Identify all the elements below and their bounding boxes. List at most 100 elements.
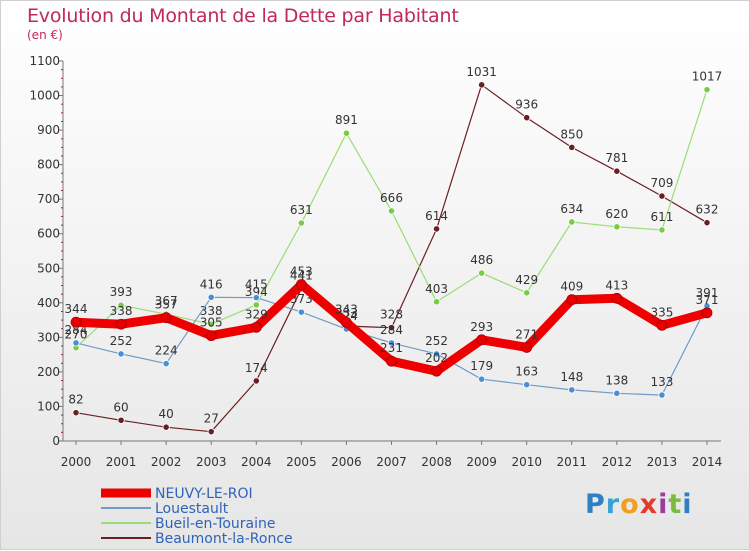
data-label: 179 [470, 359, 493, 373]
data-label: 409 [560, 280, 583, 294]
data-label: 224 [155, 344, 178, 358]
data-point [658, 226, 666, 234]
data-label: 1017 [692, 70, 723, 84]
data-point [70, 316, 82, 328]
data-label: 371 [696, 293, 719, 307]
data-label: 335 [650, 305, 673, 319]
data-label: 429 [515, 273, 538, 287]
x-tick-label: 2005 [286, 455, 317, 469]
data-point [162, 360, 170, 368]
legend-label: Beaumont-la-Ronce [155, 531, 293, 547]
data-label: 631 [290, 203, 313, 217]
data-label: 202 [425, 351, 448, 365]
x-tick-label: 2008 [421, 455, 452, 469]
data-point [295, 279, 307, 290]
y-tick-label: 300 [37, 330, 60, 344]
data-point [478, 81, 486, 89]
data-point [703, 219, 711, 227]
data-label: 344 [65, 302, 88, 316]
x-tick-label: 2012 [602, 455, 633, 469]
data-point [250, 321, 262, 333]
y-tick-label: 700 [37, 192, 60, 206]
y-tick-label: 1000 [29, 89, 60, 103]
data-point [613, 167, 621, 175]
legend-label: Louestault [155, 501, 229, 517]
data-label: 174 [245, 361, 268, 375]
data-point [342, 129, 351, 137]
data-label: 357 [155, 298, 178, 312]
data-label: 486 [470, 253, 493, 267]
x-tick-label: 2007 [376, 455, 407, 469]
data-label: 343 [335, 303, 358, 317]
data-point [613, 223, 621, 231]
data-point [568, 143, 576, 151]
x-tick-label: 2013 [647, 455, 678, 469]
data-label: 620 [605, 207, 628, 221]
data-point [432, 350, 441, 358]
x-tick-label: 2004 [241, 455, 272, 469]
y-tick-label: 200 [37, 365, 60, 379]
y-tick-label: 400 [37, 296, 60, 310]
data-label: 403 [425, 282, 448, 296]
data-label: 394 [245, 285, 268, 299]
data-point [431, 365, 442, 377]
data-label: 666 [380, 191, 403, 205]
data-point [568, 218, 576, 226]
data-point [160, 312, 172, 324]
data-label: 415 [245, 278, 268, 292]
x-tick-label: 2006 [331, 455, 362, 469]
data-point [387, 207, 396, 215]
data-point [478, 375, 486, 383]
data-point [432, 298, 441, 306]
data-label: 614 [425, 209, 448, 223]
x-tick-label: 2014 [692, 455, 723, 469]
data-label: 850 [560, 127, 583, 141]
data-label: 163 [515, 365, 538, 379]
x-tick-label: 2011 [557, 455, 588, 469]
data-label: 781 [605, 151, 628, 165]
data-label: 338 [200, 304, 223, 318]
data-label: 60 [113, 400, 128, 414]
data-point [207, 428, 215, 436]
data-label: 441 [290, 269, 313, 283]
data-point [162, 423, 170, 431]
x-tick-label: 2000 [61, 455, 92, 469]
data-label: 138 [605, 373, 628, 387]
data-point [252, 377, 260, 385]
proxiti-logo: Proxiti [585, 489, 693, 520]
data-point [297, 219, 305, 227]
y-tick-label: 800 [37, 158, 60, 172]
data-label: 284 [380, 323, 403, 337]
data-point [566, 294, 578, 306]
data-label: 148 [560, 370, 583, 384]
data-label: 40 [159, 407, 174, 421]
data-point [387, 324, 396, 332]
data-label: 632 [696, 203, 719, 217]
data-point [72, 339, 80, 347]
data-label: 231 [380, 341, 403, 355]
x-tick-label: 2002 [151, 455, 182, 469]
legend-label: Bueil-en-Touraine [155, 516, 276, 532]
chart-title: Evolution du Montant de la Dette par Hab… [27, 5, 459, 27]
data-point [341, 317, 352, 328]
data-point [656, 319, 668, 331]
x-tick-label: 2003 [196, 455, 227, 469]
y-tick-label: 500 [37, 261, 60, 275]
data-point [252, 294, 260, 302]
legend-label: NEUVY-LE-ROI [155, 486, 253, 502]
data-point [701, 307, 713, 319]
data-label: 391 [696, 286, 719, 300]
data-label: 338 [110, 304, 133, 318]
data-label: 252 [425, 334, 448, 348]
data-label: 271 [515, 327, 538, 341]
data-point [658, 391, 666, 399]
data-point [568, 386, 576, 394]
data-label: 252 [110, 334, 133, 348]
data-point [521, 341, 533, 353]
data-label: 27 [204, 412, 219, 426]
data-point [703, 86, 711, 94]
data-label: 891 [335, 113, 358, 127]
data-point [297, 308, 305, 316]
